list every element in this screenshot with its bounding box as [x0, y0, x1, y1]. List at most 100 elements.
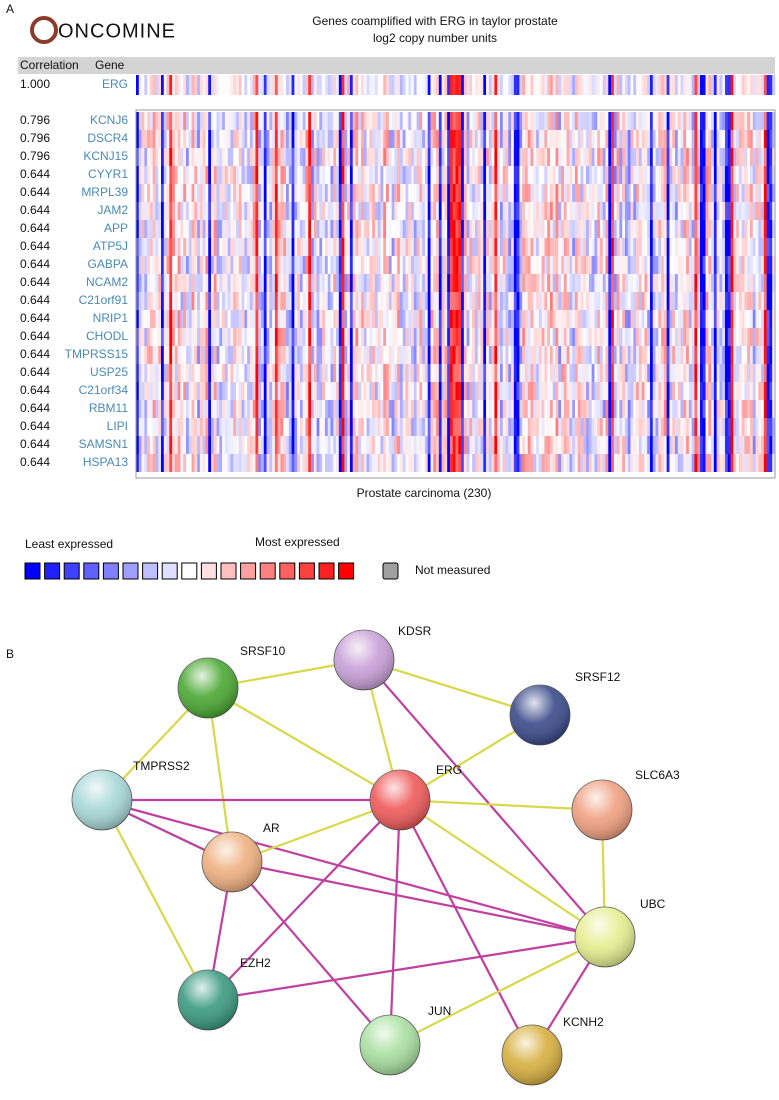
heatmap-cell: [747, 310, 751, 328]
heatmap-cell: [741, 364, 745, 382]
heatmap-cell: [202, 328, 206, 346]
heatmap-cell: [661, 400, 665, 418]
heatmap-cell: [474, 166, 479, 184]
heatmap-cell: [663, 328, 667, 346]
heatmap-cell: [563, 184, 567, 202]
heatmap-cell: [477, 346, 481, 364]
heatmap-cell: [694, 202, 698, 220]
heatmap-cell: [638, 328, 642, 346]
heatmap-cell: [627, 112, 631, 130]
heatmap-cell: [447, 328, 451, 346]
heatmap-cell: [638, 310, 642, 328]
heatmap-cell: [594, 112, 598, 130]
heatmap-cell: [752, 364, 756, 382]
heatmap-cell: [452, 400, 456, 418]
heatmap-cell: [441, 202, 445, 220]
heatmap-cell: [194, 418, 198, 436]
heatmap-cell: [636, 238, 640, 256]
heatmap-cell: [280, 310, 284, 328]
heatmap-cell: [247, 148, 251, 166]
heatmap-cell: [397, 256, 401, 274]
heatmap-cell: [363, 75, 367, 95]
heatmap-cell: [322, 292, 326, 310]
heatmap-cell: [191, 220, 195, 238]
heatmap-cell: [627, 256, 631, 274]
heatmap-cell: [627, 400, 631, 418]
heatmap-cell: [461, 166, 465, 184]
heatmap-cell: [336, 328, 340, 346]
heatmap-cell: [738, 238, 742, 256]
heatmap-cell: [680, 184, 684, 202]
heatmap-cell: [744, 346, 748, 364]
heatmap-cell: [749, 436, 754, 454]
heatmap-cell: [269, 454, 273, 472]
heatmap-cell: [333, 310, 337, 328]
heatmap-cell: [380, 166, 384, 184]
heatmap-cell: [319, 274, 323, 292]
heatmap-cell: [702, 256, 706, 274]
heatmap-cell: [586, 202, 590, 220]
heatmap-cell: [652, 400, 656, 418]
heatmap-cell: [377, 346, 381, 364]
heatmap-cell: [433, 400, 437, 418]
heatmap-cell: [483, 310, 487, 328]
heatmap-cell: [541, 112, 545, 130]
heatmap-cell: [502, 202, 506, 220]
heatmap-cell: [633, 238, 637, 256]
heatmap-cell: [380, 75, 384, 95]
heatmap-cell: [691, 436, 695, 454]
heatmap-cell: [497, 292, 501, 310]
heatmap-cell: [361, 328, 365, 346]
heatmap-cell: [591, 274, 595, 292]
heatmap-cell: [233, 310, 237, 328]
heatmap-cell: [624, 148, 629, 166]
heatmap-cell: [561, 346, 565, 364]
heatmap-cell: [277, 256, 281, 274]
heatmap-cell: [627, 148, 631, 166]
heatmap-cell: [588, 418, 592, 436]
heatmap-cell: [369, 75, 373, 95]
heatmap-cell: [380, 436, 384, 454]
heatmap-cell: [758, 436, 762, 454]
heatmap-cell: [188, 148, 192, 166]
heatmap-cell: [708, 148, 712, 166]
heatmap-cell: [191, 202, 195, 220]
heatmap-cell: [580, 346, 584, 364]
heatmap-cell: [594, 166, 598, 184]
heatmap-cell: [699, 238, 704, 256]
heatmap-cell: [594, 436, 598, 454]
heatmap-cell: [236, 292, 240, 310]
heatmap-cell: [711, 310, 715, 328]
heatmap-cell: [266, 148, 270, 166]
heatmap-cell: [641, 256, 645, 274]
heatmap-cell: [413, 148, 417, 166]
heatmap-cell: [388, 166, 392, 184]
heatmap-cell: [499, 346, 504, 364]
heatmap-cell: [444, 454, 448, 472]
heatmap-cell: [611, 184, 615, 202]
heatmap-cell: [266, 256, 270, 274]
heatmap-cell: [722, 148, 726, 166]
heatmap-cell: [194, 436, 198, 454]
heatmap-cell: [402, 184, 406, 202]
heatmap-cell: [561, 184, 565, 202]
heatmap-cell: [711, 418, 715, 436]
heatmap-cell: [561, 238, 565, 256]
heatmap-cell: [288, 256, 292, 274]
heatmap-cell: [205, 75, 209, 95]
heatmap-cell: [541, 130, 545, 148]
heatmap-cell: [227, 130, 231, 148]
heatmap-cell: [605, 238, 609, 256]
heatmap-cell: [558, 256, 562, 274]
heatmap-cell: [686, 75, 690, 95]
heatmap-cell: [236, 400, 240, 418]
heatmap-cell: [458, 238, 462, 256]
heatmap-cell: [152, 75, 156, 95]
heatmap-cell: [236, 202, 240, 220]
heatmap-cell: [763, 166, 767, 184]
heatmap-cell: [297, 328, 301, 346]
heatmap-cell: [219, 75, 223, 95]
heatmap-cell: [622, 148, 626, 166]
heatmap-cell: [599, 328, 604, 346]
heatmap-cell: [158, 166, 162, 184]
